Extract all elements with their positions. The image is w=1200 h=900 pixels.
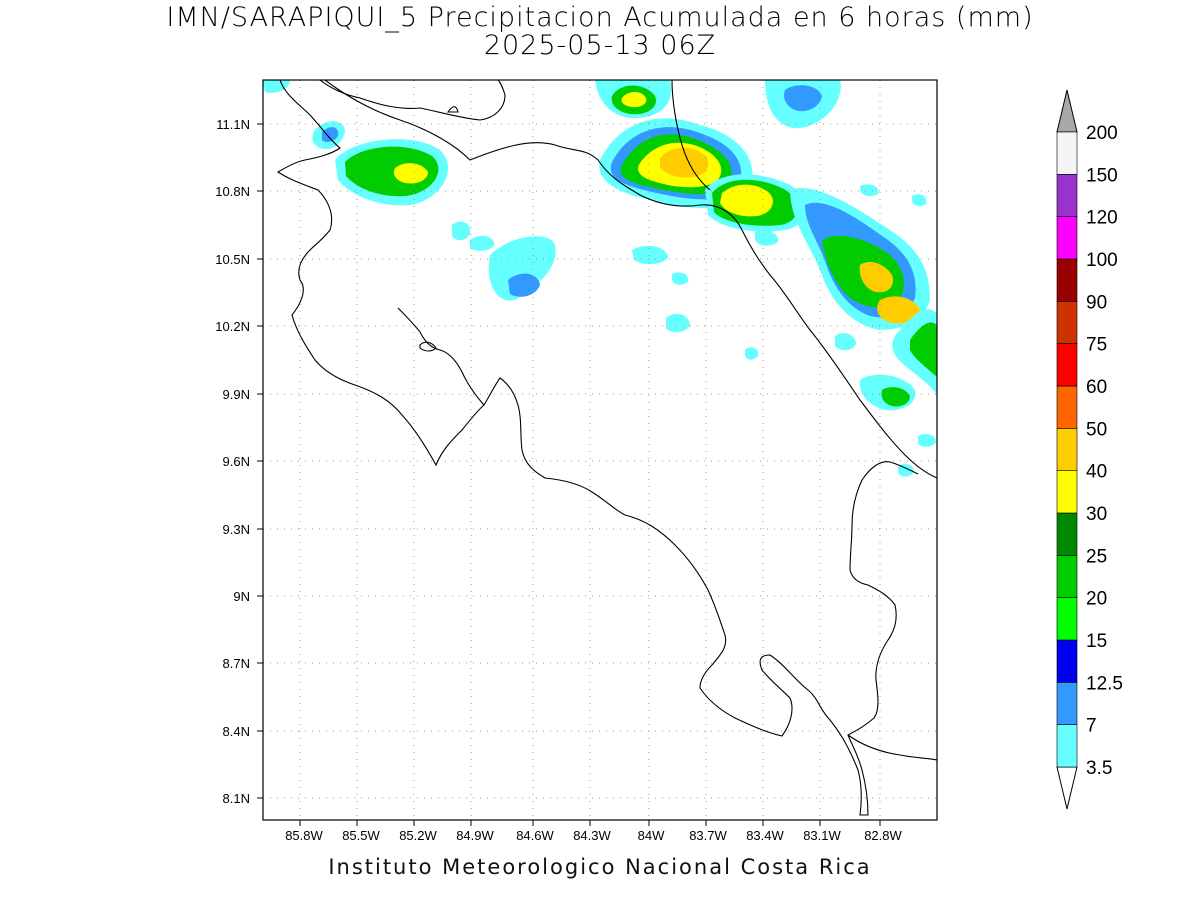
- y-tick-label: 8.4N: [223, 724, 250, 739]
- y-tick-label: 11.1N: [216, 117, 250, 132]
- colorbar-bin: [1056, 301, 1078, 344]
- colorbar-label: 15: [1086, 631, 1107, 652]
- colorbar-label: 30: [1086, 504, 1107, 525]
- y-tick-label: 8.7N: [223, 656, 250, 671]
- x-tick-label: 84W: [638, 828, 665, 843]
- colorbar-bin: [1056, 258, 1078, 302]
- x-tick-label: 85.2W: [399, 828, 437, 843]
- x-tick-label: 84.3W: [573, 828, 611, 843]
- colorbar-label: 150: [1086, 165, 1118, 186]
- colorbar-bin: [1056, 216, 1078, 260]
- colorbar-label: 20: [1086, 589, 1107, 610]
- colorbar-bin: [1056, 512, 1078, 556]
- colorbar-bin: [1056, 682, 1078, 725]
- colorbar-bin: [1056, 724, 1078, 768]
- colorbar-label: 60: [1086, 377, 1107, 398]
- colorbar-label: 200: [1086, 123, 1118, 144]
- colorbar-label: 100: [1086, 250, 1118, 271]
- colorbar-label: 50: [1086, 419, 1107, 440]
- coastline: [276, 80, 937, 816]
- y-tick-label: 10.8N: [215, 184, 250, 199]
- colorbar: 3.5 7 12.5 15 20 25 30 40 50 60 75 90 100 120 150 200: [1056, 89, 1123, 810]
- y-tick-label: 9N: [233, 589, 250, 604]
- colorbar-max-arrow: [1056, 89, 1078, 133]
- y-tick-label: 10.2N: [215, 319, 250, 334]
- credit-footer: Instituto Meteorologico Nacional Costa R…: [328, 855, 872, 879]
- colorbar-bin: [1056, 555, 1078, 598]
- colorbar-bin: [1056, 639, 1078, 683]
- colorbar-bin: [1056, 131, 1078, 175]
- colorbar-bin: [1056, 428, 1078, 471]
- map-subtitle: 2025-05-13 06Z: [483, 30, 717, 61]
- y-axis-labels: 11.1N 10.8N 10.5N 10.2N 9.9N 9.6N 9.3N 9…: [215, 117, 250, 806]
- x-tick-label: 85.8W: [285, 828, 323, 843]
- x-tick-label: 83.4W: [746, 828, 784, 843]
- colorbar-label: 120: [1086, 208, 1118, 229]
- colorbar-label: 3.5: [1086, 758, 1112, 779]
- colorbar-bin: [1056, 343, 1078, 387]
- colorbar-bin: [1056, 385, 1078, 429]
- y-tick-label: 9.9N: [223, 387, 250, 402]
- colorbar-label: 7: [1086, 716, 1097, 737]
- y-tick-label: 10.5N: [215, 252, 250, 267]
- colorbar-bin: [1056, 174, 1078, 217]
- x-tick-label: 84.9W: [456, 828, 494, 843]
- x-tick-label: 83.7W: [689, 828, 727, 843]
- colorbar-bin: [1056, 470, 1078, 514]
- map-title: IMN/SARAPIQUI_5 Precipitacion Acumulada …: [166, 2, 1034, 33]
- colorbar-label: 12.5: [1086, 673, 1123, 694]
- y-tick-label: 8.1N: [223, 791, 250, 806]
- y-tick-label: 9.3N: [223, 522, 250, 537]
- x-axis-labels: 85.8W 85.5W 85.2W 84.9W 84.6W 84.3W 84W …: [285, 828, 902, 843]
- precipitation-field: [263, 80, 937, 477]
- y-tick-label: 9.6N: [223, 454, 250, 469]
- x-tick-label: 83.1W: [803, 828, 841, 843]
- x-tick-label: 82.8W: [864, 828, 902, 843]
- colorbar-label: 90: [1086, 292, 1107, 313]
- colorbar-bin: [1056, 597, 1078, 641]
- x-tick-label: 84.6W: [516, 828, 554, 843]
- plot-frame: [262, 79, 938, 821]
- colorbar-label: 25: [1086, 546, 1107, 567]
- colorbar-label: 75: [1086, 335, 1107, 356]
- colorbar-label: 40: [1086, 462, 1107, 483]
- colorbar-min-arrow: [1056, 766, 1078, 810]
- x-tick-label: 85.5W: [342, 828, 380, 843]
